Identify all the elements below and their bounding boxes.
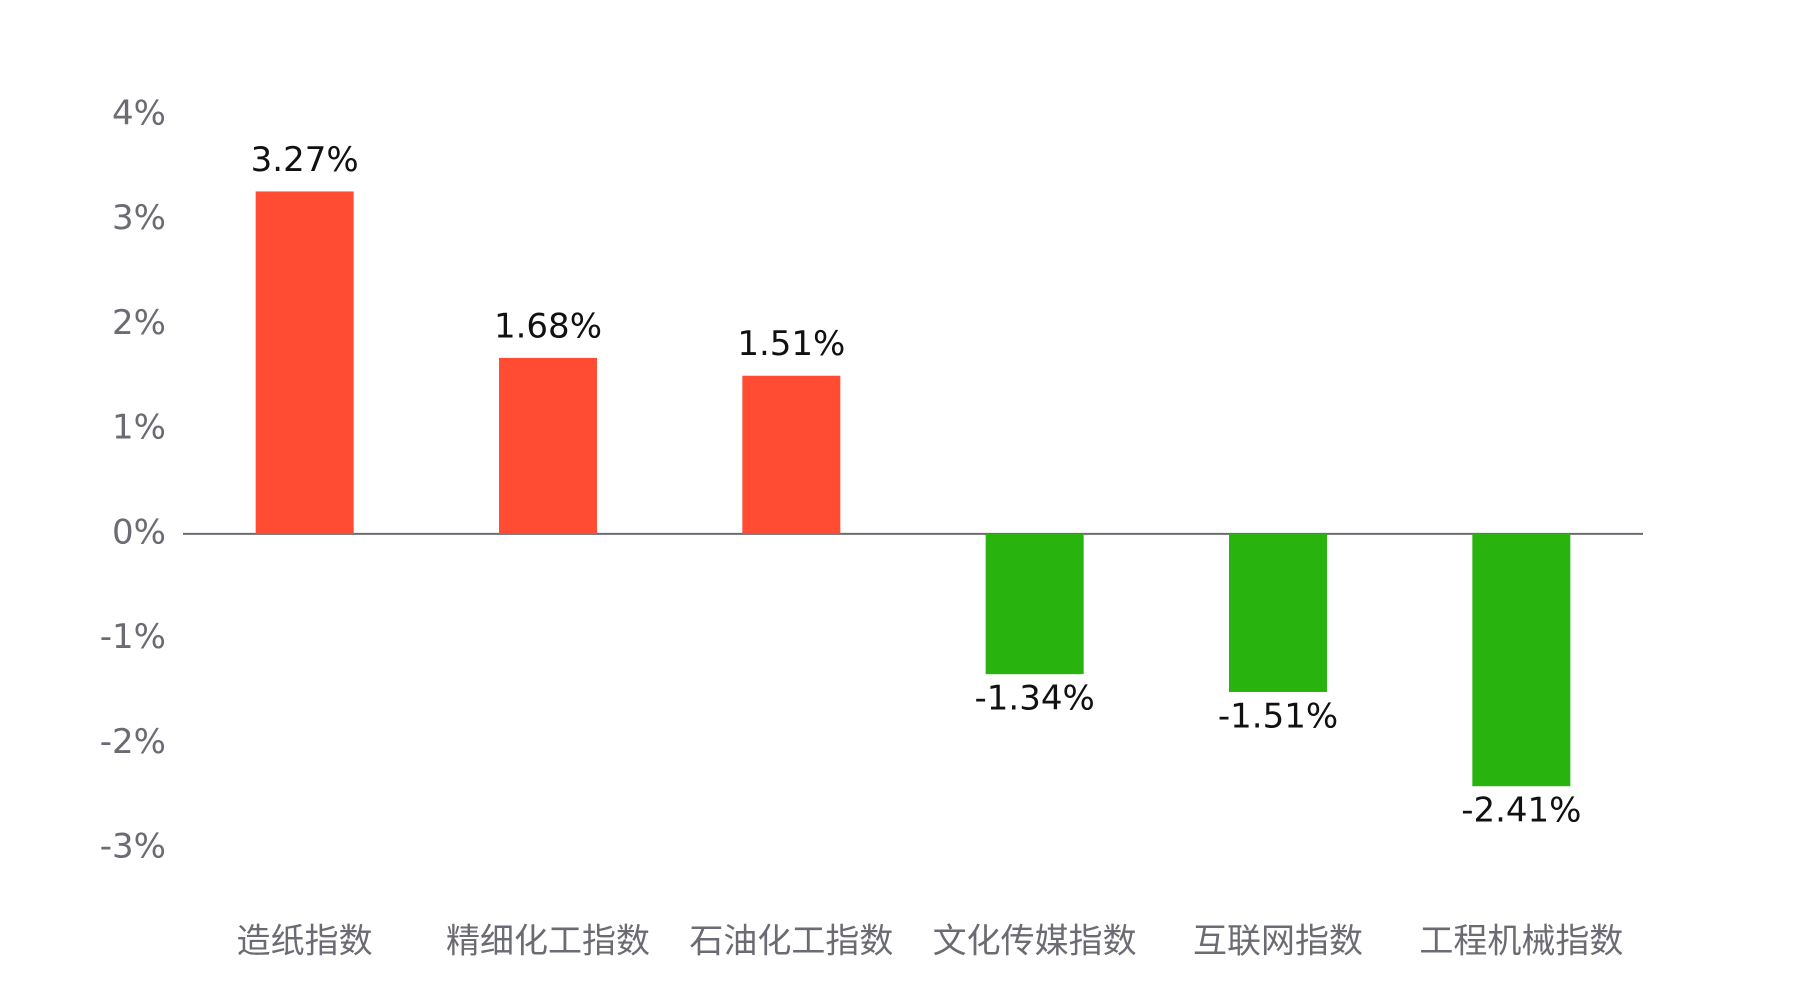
value-label: -1.51% — [1218, 696, 1338, 736]
bar — [1472, 533, 1571, 787]
x-tick-label: 精细化工指数 — [446, 922, 650, 962]
x-tick-label: 工程机械指数 — [1419, 922, 1623, 962]
y-tick-label: 4% — [112, 94, 166, 134]
x-tick-label: 造纸指数 — [237, 922, 373, 962]
y-tick-label: 0% — [112, 512, 166, 552]
x-tick-label: 石油化工指数 — [689, 922, 893, 962]
x-tick-label: 互联网指数 — [1193, 922, 1363, 962]
y-tick-label: 1% — [112, 408, 166, 448]
value-label: -1.34% — [975, 679, 1095, 719]
value-label: 1.51% — [737, 324, 845, 364]
bar — [742, 375, 841, 534]
y-tick-label: -3% — [100, 827, 166, 867]
x-tick-label: 文化传媒指数 — [933, 922, 1137, 962]
value-label: 1.68% — [494, 306, 602, 346]
y-tick-label: 3% — [112, 198, 166, 238]
value-label: -2.41% — [1461, 791, 1581, 831]
bar — [499, 357, 597, 534]
bar — [255, 191, 354, 534]
y-tick-label: 2% — [112, 303, 166, 343]
bar — [985, 533, 1084, 675]
y-tick-label: -1% — [100, 617, 166, 657]
value-label: 3.27% — [251, 140, 359, 180]
y-tick-label: -2% — [100, 722, 166, 762]
bar — [1229, 533, 1327, 692]
